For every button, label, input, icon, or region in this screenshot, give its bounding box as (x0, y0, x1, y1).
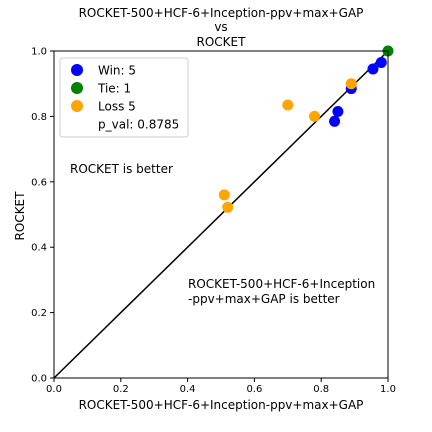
legend-label-1: Win: 5 (98, 64, 136, 78)
data-point-win-1 (375, 56, 387, 68)
plot-area: 0.0 0.2 0.4 0.6 0.8 1.0 0.0 0.2 0.4 0.6 0.8 1.0 Win:… (31, 45, 396, 395)
plot-frame (53, 50, 389, 379)
x-tick-label-1: 0.2 (113, 384, 129, 395)
legend-marker-2 (71, 82, 83, 94)
x-tick-label-0: 0.0 (46, 384, 62, 395)
chart-title-line-3: ROCKET (197, 35, 247, 49)
data-point-win-4 (332, 105, 344, 117)
annotation-other-better-line-1: ROCKET-500+HCF-6+Inception (188, 277, 375, 291)
legend-marker-3 (71, 100, 83, 112)
legend-box (59, 57, 189, 138)
data-point-loss-5-5 (222, 201, 234, 213)
diagonal-line (53, 50, 389, 379)
y-tick-label-5: 1.0 (31, 47, 47, 58)
x-axis-label: ROCKET-500+HCF-6+Inception-ppv+max+GAP (79, 398, 364, 412)
data-point-win-2 (367, 63, 379, 75)
x-tick-label-5: 1.0 (380, 384, 396, 395)
chart-title-line-2: vs (214, 20, 227, 34)
data-point-loss-5-1 (345, 78, 357, 90)
legend-p-value: p_val: 0.8785 (98, 118, 179, 132)
legend-marker-1 (71, 64, 83, 76)
data-point-win-5 (329, 115, 341, 127)
data-point-loss-5-4 (218, 189, 230, 201)
y-axis-label: ROCKET (13, 191, 27, 241)
annotation-other-better-line-2: -ppv+max+GAP is better (188, 292, 340, 306)
annotation-rocket-better: ROCKET is better (70, 162, 173, 176)
legend-label-3: Loss 5 (98, 100, 136, 114)
x-tick-label-4: 0.8 (313, 384, 329, 395)
legend-label-2: Tie: 1 (97, 82, 131, 96)
data-point-loss-5-2 (282, 99, 294, 111)
y-tick-label-4: 0.8 (31, 112, 47, 123)
data-point-loss-5-3 (309, 110, 321, 122)
y-tick-label-0: 0.0 (31, 374, 47, 385)
y-tick-label-2: 0.4 (31, 243, 47, 254)
chart-title-line-1: ROCKET-500+HCF-6+Inception-ppv+max+GAP (79, 6, 364, 20)
x-tick-label-3: 0.6 (246, 384, 262, 395)
x-tick-label-2: 0.4 (180, 384, 196, 395)
y-tick-label-1: 0.2 (31, 308, 47, 319)
y-tick-label-3: 0.6 (31, 177, 47, 188)
